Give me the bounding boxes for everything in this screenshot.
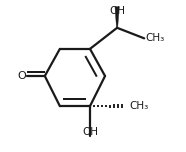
- Text: OH: OH: [82, 127, 98, 137]
- Text: OH: OH: [109, 6, 125, 16]
- Text: CH₃: CH₃: [146, 33, 165, 43]
- Text: O: O: [17, 71, 26, 81]
- Polygon shape: [115, 7, 119, 28]
- Text: CH₃: CH₃: [129, 101, 148, 111]
